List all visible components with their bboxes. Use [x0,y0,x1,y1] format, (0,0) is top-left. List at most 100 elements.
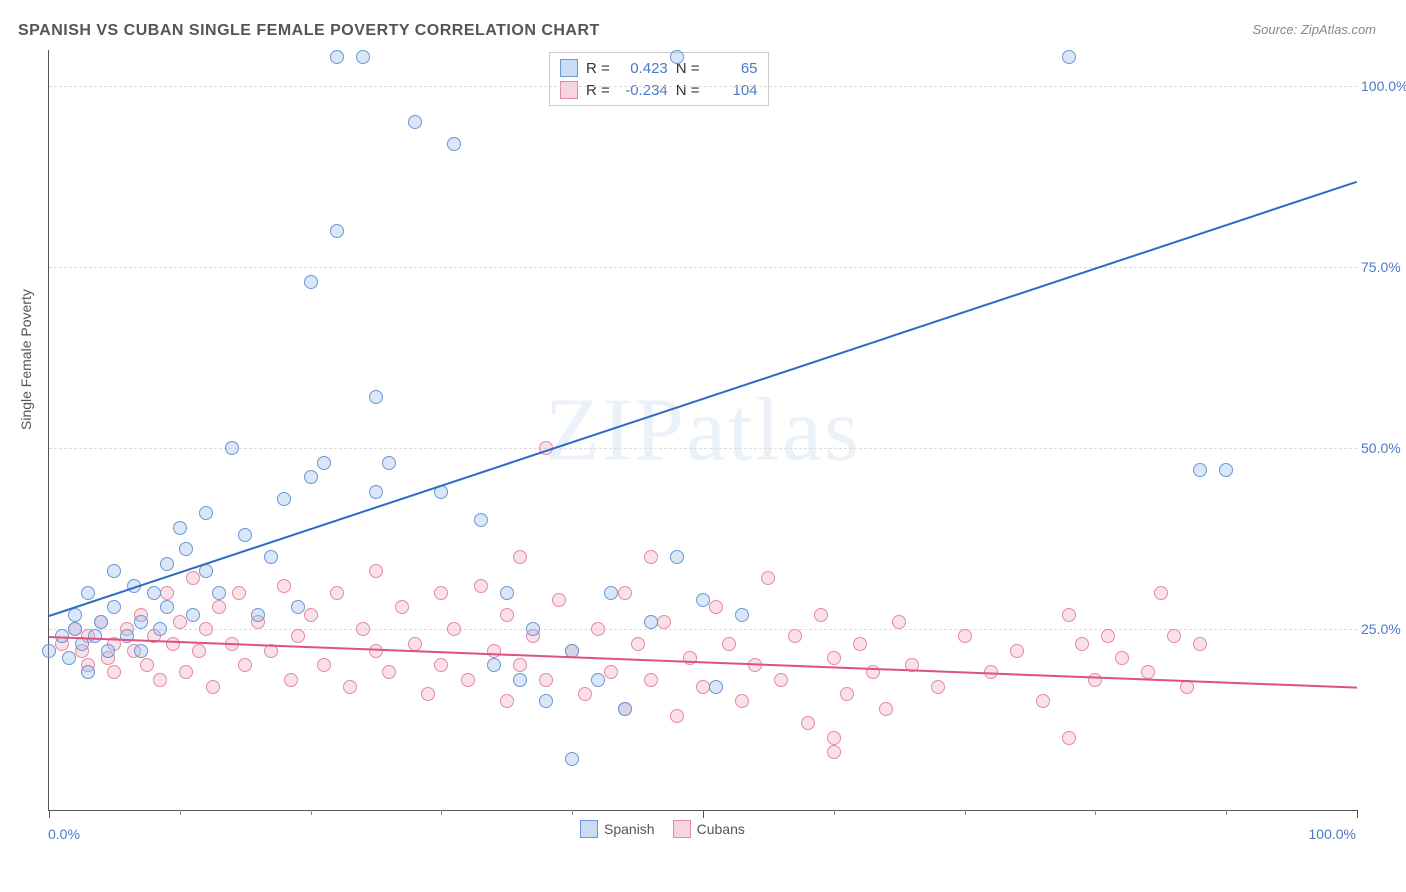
data-point [160,586,174,600]
data-point [657,615,671,629]
x-tick-minor [1226,810,1227,815]
data-point [591,622,605,636]
data-point [225,441,239,455]
data-point [291,600,305,614]
data-point [107,665,121,679]
data-point [788,629,802,643]
data-point [330,50,344,64]
data-point [1010,644,1024,658]
gridline [49,629,1357,630]
data-point [160,557,174,571]
data-point [251,608,265,622]
data-point [500,586,514,600]
x-tick-minor [965,810,966,815]
data-point [827,651,841,665]
data-point [447,622,461,636]
data-point [1062,608,1076,622]
data-point [644,673,658,687]
data-point [186,608,200,622]
chart-title: SPANISH VS CUBAN SINGLE FEMALE POVERTY C… [18,22,600,40]
data-point [277,579,291,593]
data-point [513,550,527,564]
data-point [1075,637,1089,651]
data-point [330,224,344,238]
data-point [487,658,501,672]
x-tick-minor [311,810,312,815]
swatch-icon [580,820,598,838]
source-attribution: Source: ZipAtlas.com [1252,22,1376,37]
data-point [304,470,318,484]
x-tick-minor [1095,810,1096,815]
data-point [88,629,102,643]
data-point [618,702,632,716]
data-point [179,665,193,679]
data-point [238,528,252,542]
x-tick-minor [180,810,181,815]
data-point [192,644,206,658]
data-point [722,637,736,651]
data-point [644,615,658,629]
data-point [1062,50,1076,64]
data-point [474,513,488,527]
data-point [578,687,592,701]
x-tick-minor [441,810,442,815]
data-point [958,629,972,643]
data-point [42,644,56,658]
data-point [304,275,318,289]
data-point [526,622,540,636]
data-point [604,665,618,679]
data-point [356,622,370,636]
data-point [173,521,187,535]
data-point [343,680,357,694]
x-tick [703,810,704,818]
data-point [277,492,291,506]
data-point [670,50,684,64]
data-point [487,644,501,658]
data-point [670,709,684,723]
data-point [735,694,749,708]
data-point [500,694,514,708]
data-point [408,637,422,651]
legend-item-spanish: Spanish [580,820,655,838]
data-point [94,615,108,629]
data-point [461,673,475,687]
x-tick-minor [572,810,573,815]
y-tick-label: 100.0% [1361,78,1406,94]
legend-label: Cubans [697,821,745,837]
scatter-plot-area: ZIPatlas R = 0.423 N = 65 R = -0.234 N =… [48,50,1357,811]
data-point [421,687,435,701]
data-point [1193,637,1207,651]
data-point [232,586,246,600]
x-tick [1357,810,1358,818]
data-point [513,658,527,672]
data-point [264,550,278,564]
data-point [604,586,618,600]
data-point [317,658,331,672]
data-point [317,456,331,470]
data-point [879,702,893,716]
data-point [107,600,121,614]
data-point [1219,463,1233,477]
data-point [107,564,121,578]
data-point [206,680,220,694]
gridline [49,86,1357,87]
data-point [474,579,488,593]
data-point [539,673,553,687]
n-value: 65 [708,60,758,77]
data-point [153,673,167,687]
data-point [539,694,553,708]
y-tick-label: 50.0% [1361,440,1406,456]
swatch-icon [560,59,578,77]
series-legend: Spanish Cubans [580,820,745,838]
correlation-row-spanish: R = 0.423 N = 65 [560,57,758,79]
data-point [153,622,167,636]
data-point [284,673,298,687]
data-point [212,600,226,614]
data-point [199,622,213,636]
data-point [774,673,788,687]
data-point [1101,629,1115,643]
data-point [840,687,854,701]
data-point [382,665,396,679]
data-point [382,456,396,470]
data-point [500,608,514,622]
